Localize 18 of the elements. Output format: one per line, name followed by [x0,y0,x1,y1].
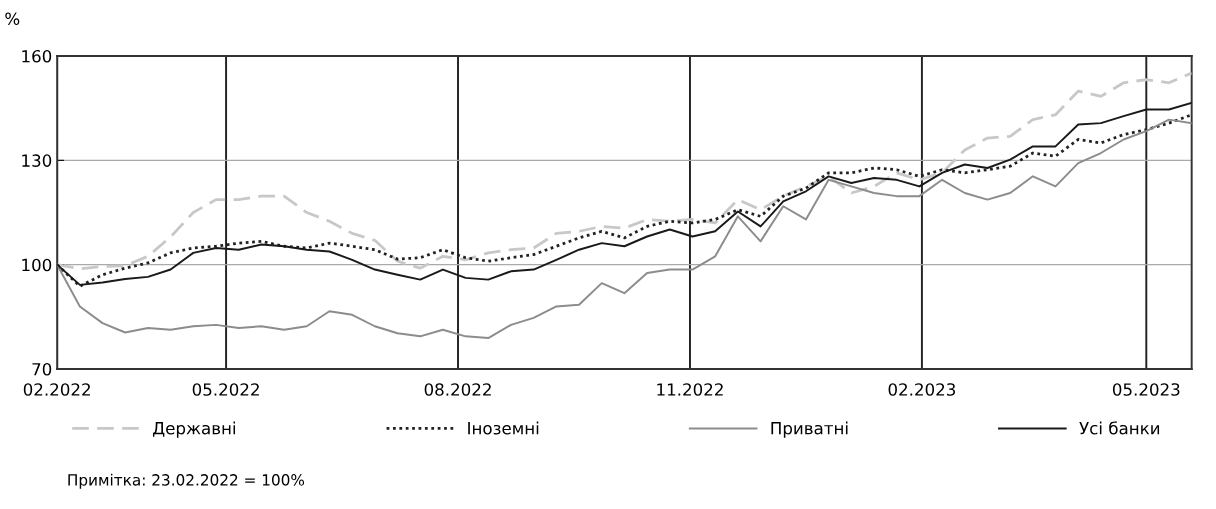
y-tick-label: 100 [22,258,52,272]
x-tick-label: 11.2022 [657,383,723,396]
line-series [57,118,1192,340]
y-tick-label: 130 [22,154,52,167]
x-tick-label: 02.2022 [23,383,90,396]
y-tick-label: 160 [22,49,52,63]
y-axis-title: % [5,12,20,25]
text: Примітка: 23.02.2022 = 100% [68,473,305,489]
legend-label: Усі банки [1079,421,1160,435]
y-tick-label: 70 [32,362,52,376]
x-tick-label: 05.2023 [1112,383,1180,396]
legend-label: Приватні [771,421,848,438]
x-tick-label: 05.2022 [192,383,259,396]
x-tick-label: 02.2023 [888,383,956,396]
legend-label: Державні [152,421,236,438]
x-tick-label: 08.2022 [424,383,491,396]
line-series [57,71,1192,271]
legend-label: Іноземні [468,421,539,435]
